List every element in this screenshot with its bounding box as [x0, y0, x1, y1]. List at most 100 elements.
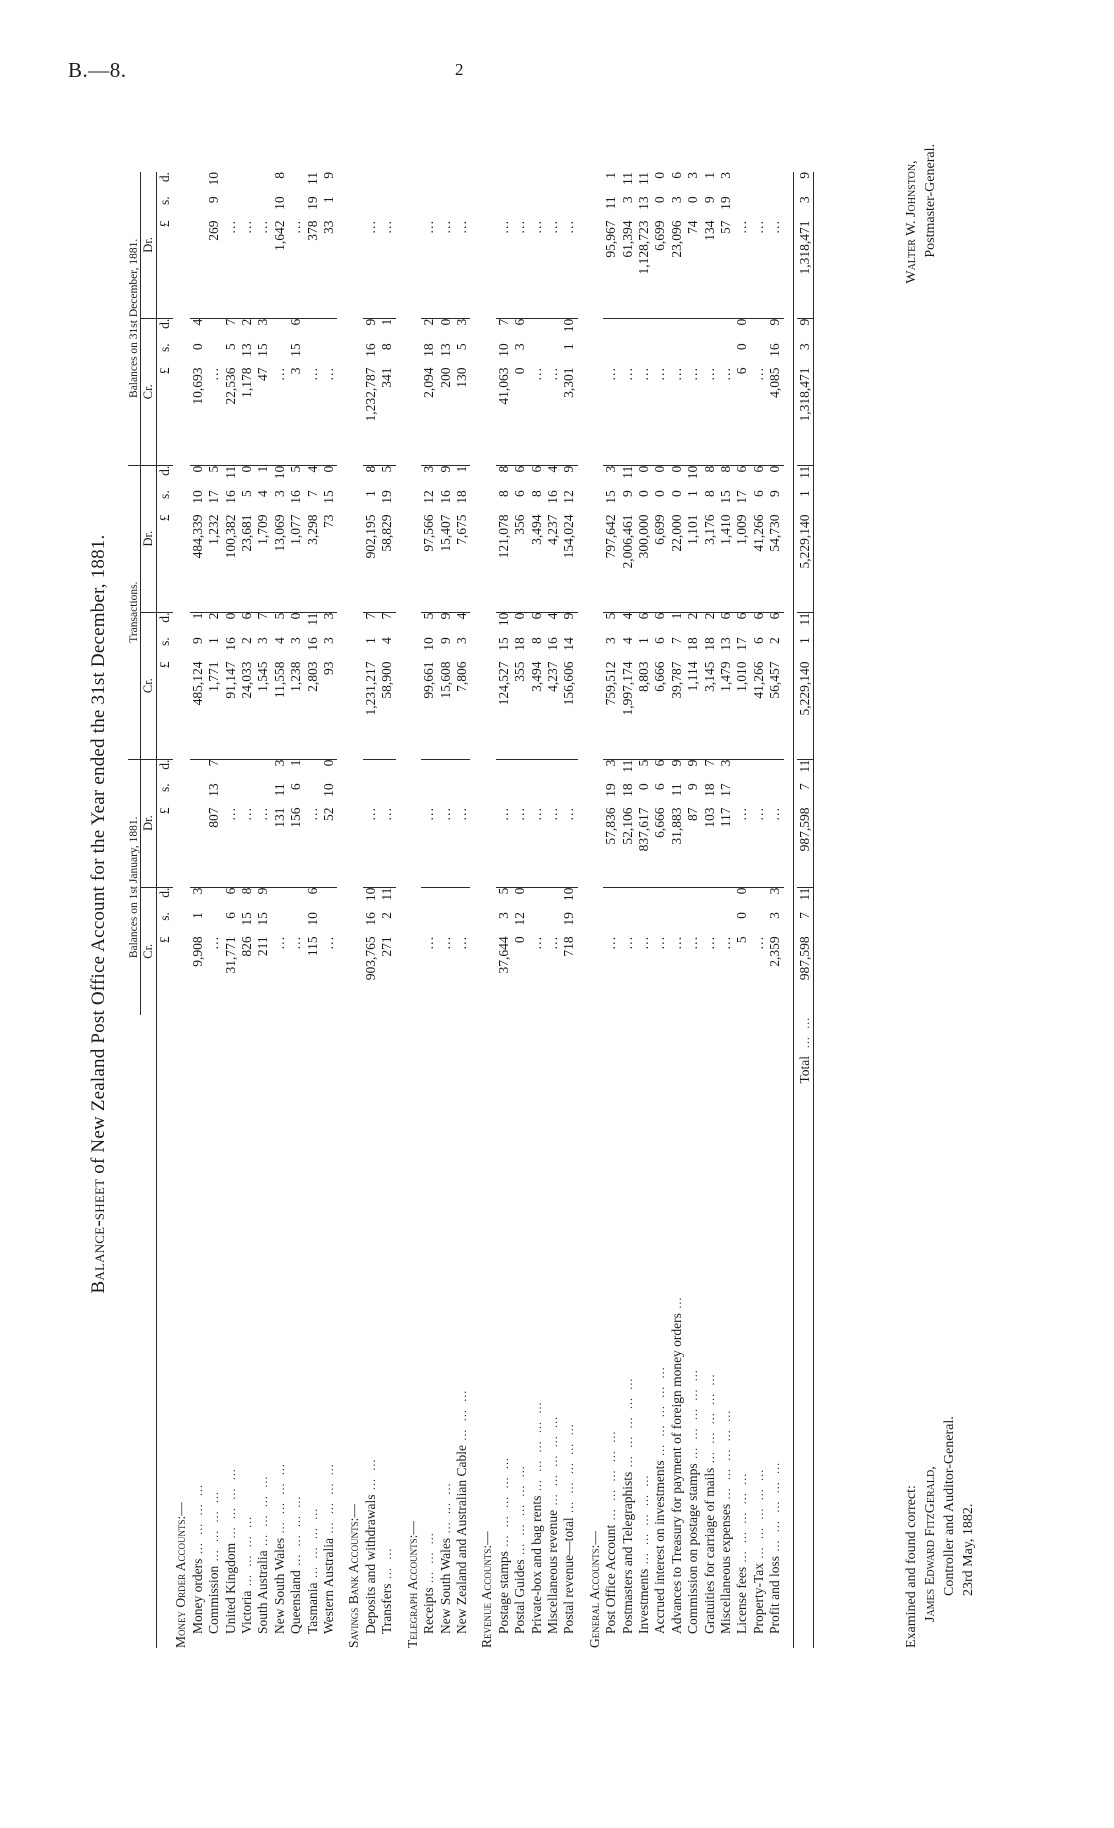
leader-dots: … … … … …	[620, 1375, 635, 1468]
spacer-row	[470, 172, 479, 1648]
cell-pounds: 31,771	[222, 936, 238, 974]
cell-shillings	[190, 196, 206, 220]
leader-dots: … … …	[422, 1530, 437, 1584]
cell-shillings: 12	[561, 490, 577, 504]
cell-shillings: 16	[362, 343, 378, 357]
row-label: Gratuities for carriage of mails… … … … …	[701, 1371, 717, 1634]
cell-pounds: …	[619, 367, 636, 466]
cell-pounds: …	[421, 220, 438, 319]
cell-shillings: 18	[701, 783, 717, 797]
row-label: Private-box and bag rents… … … … …	[528, 1399, 544, 1634]
cell-shillings	[206, 912, 222, 936]
table-head: Balances on 1st January, 1881. Transacti…	[128, 172, 157, 1648]
cell-shillings: 3	[321, 637, 337, 645]
table-row: Gratuities for carriage of mails… … … … …	[701, 172, 718, 1648]
leader-dots: … … … … …	[562, 1421, 577, 1514]
cell-pounds: …	[271, 936, 287, 950]
cell-shillings: 6	[750, 490, 766, 498]
table-row: Queensland… … … …… 156 6 1 1,238 3 0 1,077 16 5 3 1…	[288, 172, 305, 1648]
cell-pounds: …	[206, 367, 223, 466]
cell-pounds: …	[603, 367, 620, 466]
cell-pence	[454, 172, 470, 196]
leader-dots: … … … … …	[653, 1364, 668, 1457]
cell-pounds: 759,512	[603, 661, 620, 760]
cell-pounds: 200	[437, 367, 454, 466]
leader-dots: … … … …	[305, 1506, 320, 1579]
cell-shillings	[545, 912, 561, 936]
cell-pence	[421, 887, 437, 912]
cell-pence	[685, 318, 701, 343]
cell-shillings: 0	[635, 490, 651, 498]
document-code: B.—8.	[68, 58, 127, 82]
balance-sheet-table: Balances on 1st January, 1881. Transacti…	[128, 172, 815, 1648]
cell-pence	[305, 759, 321, 783]
cell-pounds: 154,024	[561, 514, 578, 613]
cell-pounds: 7,806	[453, 661, 471, 760]
cell-shillings: 3	[288, 637, 304, 645]
cell-pence	[529, 172, 545, 196]
cell-pounds: 156,606	[561, 661, 578, 760]
cell-pence: 10	[561, 887, 577, 902]
cell-pounds: …	[421, 936, 437, 950]
cell-pounds: 58,900	[379, 661, 396, 760]
cell-pounds: 837,617	[635, 807, 653, 888]
cell-shillings: 10	[495, 343, 511, 357]
cell-shillings	[454, 783, 470, 807]
cell-pence	[305, 318, 321, 343]
cell-pence	[529, 759, 545, 783]
cell-pence	[288, 887, 304, 912]
cell-shillings: 16	[222, 637, 238, 651]
cell-pounds: 2,094	[421, 367, 438, 466]
row-label: Accrued interest on investments… … … … …	[652, 1364, 668, 1634]
row-label: Queensland… … … …	[288, 1493, 304, 1634]
cell-pounds: …	[528, 220, 545, 319]
cell-pence	[751, 759, 767, 783]
cell-pence: 0	[437, 318, 453, 326]
cell-shillings	[223, 196, 239, 220]
cell-pence: 6	[304, 887, 320, 895]
cell-pounds: 902,195	[362, 514, 380, 613]
cell-pounds: 5,229,140	[796, 514, 814, 613]
cell-shillings: 16	[304, 637, 320, 651]
cell-pence: 3	[421, 465, 437, 473]
cell-pence	[496, 172, 512, 196]
cell-pounds: …	[619, 936, 635, 950]
row-label: Postal Guides… … … … …	[512, 1463, 528, 1634]
cell-pence: 6	[668, 172, 684, 179]
row-label: Property-Tax… … … … …	[750, 1467, 766, 1634]
cell-pounds: 9,908	[189, 936, 205, 967]
cell-pence	[379, 172, 395, 196]
cell-shillings	[636, 343, 652, 367]
unit-shillings: s.	[157, 912, 172, 921]
cell-pounds: …	[718, 936, 733, 950]
cell-shillings: 18	[453, 490, 469, 504]
cell-shillings: 10	[189, 490, 205, 504]
auditor-name: James Edward FitzGerald,	[923, 1466, 938, 1622]
cell-pence: 11	[796, 465, 812, 479]
cell-pounds: 211	[255, 936, 271, 957]
cell-shillings	[454, 912, 470, 936]
cell-pounds: 134	[701, 220, 718, 319]
cell-shillings	[561, 783, 577, 807]
cell-pounds: 7,675	[453, 514, 471, 613]
cell-shillings: 9	[189, 637, 205, 645]
cell-shillings	[223, 783, 239, 807]
cell-pounds: …	[750, 807, 768, 888]
cell-pounds: …	[362, 220, 380, 319]
cell-pounds: …	[271, 367, 289, 466]
cell-pence: 0	[321, 465, 337, 473]
group-header-row: Balances on 1st January, 1881. Transacti…	[128, 172, 141, 1648]
cell-shillings: 11	[271, 783, 287, 797]
leader-dots: … … … …	[289, 1493, 304, 1567]
cell-shillings: 2	[767, 637, 783, 645]
cell-pounds: 355	[512, 661, 529, 760]
cell-pence: 5	[379, 465, 395, 473]
cell-pence	[751, 172, 767, 196]
leader-dots: … … … …	[240, 1514, 255, 1587]
cell-pounds: 61,394	[619, 220, 636, 319]
cell-pounds: 269	[206, 220, 223, 319]
cell-pounds: …	[321, 367, 338, 466]
cell-pounds: 97,566	[421, 514, 438, 613]
unit-shillings: s.	[157, 196, 172, 205]
leader-dots: … … … … …	[545, 1414, 560, 1506]
